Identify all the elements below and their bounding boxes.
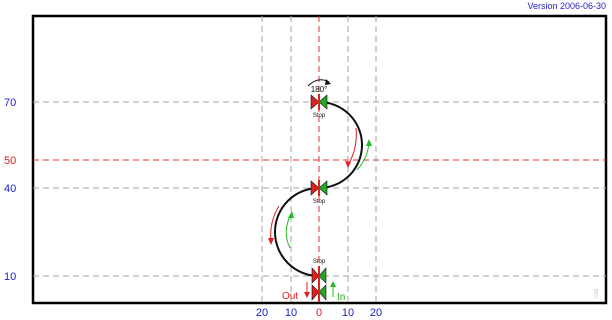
x-label-right-20: 20 <box>370 307 382 319</box>
arrow-in-bottom <box>330 281 336 297</box>
arrow-in-upper <box>356 139 372 171</box>
x-label-left-20: 20 <box>256 307 268 319</box>
arrow-out-bottom <box>304 282 310 298</box>
rotation-arrow-icon <box>307 79 331 87</box>
y-label-40: 40 <box>4 183 16 195</box>
arrow-out-upper <box>345 127 357 168</box>
vehicle-bottom-upper <box>311 266 327 284</box>
horizontal-gridlines <box>33 101 606 277</box>
vehicle-bottom-lower <box>311 284 327 302</box>
stop-label-middle: Stop <box>313 199 326 205</box>
vehicle-middle <box>310 180 328 196</box>
y-label-70: 70 <box>4 97 16 109</box>
corner-mark: csd <box>594 289 600 298</box>
vertical-gridlines <box>261 16 377 303</box>
stop-label-bottom: Stop <box>313 259 326 265</box>
x-label-left-10: 10 <box>285 307 297 319</box>
stop-label-top: Stop <box>313 113 326 119</box>
x-label-center: 0 <box>316 307 322 319</box>
out-label: Out <box>282 291 298 302</box>
x-label-right-10: 10 <box>342 307 354 319</box>
y-label-50: 50 <box>4 155 16 167</box>
y-label-10: 10 <box>4 271 16 283</box>
version-label: Version 2006-06-30 <box>527 1 606 11</box>
arrow-in-lower <box>285 211 294 249</box>
rotation-label: 180° <box>311 85 328 94</box>
in-label: In <box>337 292 345 303</box>
vehicle-top <box>310 94 328 110</box>
arrow-out-lower <box>268 205 280 245</box>
